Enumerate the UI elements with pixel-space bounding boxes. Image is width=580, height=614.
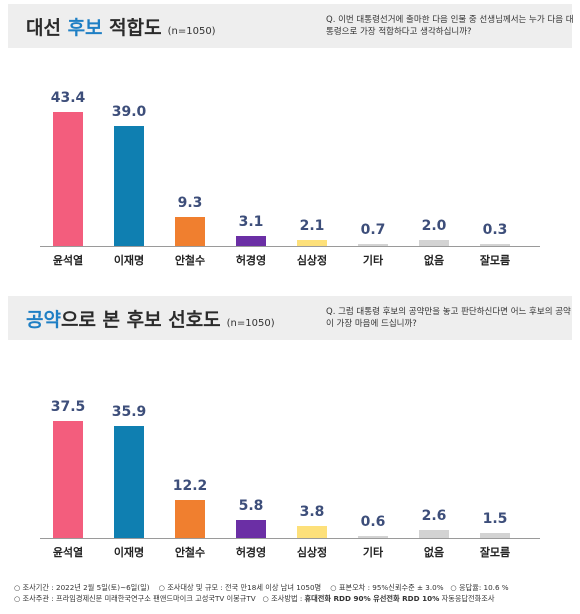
- survey-footnote: ○ 조사기간 : 2022년 2월 5일(토)~6일(일) ○ 조사대상 및 규…: [14, 582, 574, 604]
- section-header: 대선 후보 적합도 (n=1050) Q. 이번 대통령선거에 출마한 다음 인물…: [8, 4, 574, 48]
- value-label: 1.5: [482, 511, 508, 528]
- chart-baseline: [40, 538, 540, 539]
- bar-이재명: [114, 425, 144, 538]
- category-label: 심상정: [296, 254, 328, 267]
- value-label: 3.8: [299, 504, 325, 521]
- bar-chart-fitness: 43.4 윤석열 39.0 이재명 9.3 안철수 3.1 허경영 2.1 심상정 0.7 기타 2.0…: [40, 0, 540, 270]
- sample-size: (n=1050): [167, 26, 216, 37]
- category-label: 기타: [362, 254, 384, 267]
- value-label: 0.7: [360, 221, 386, 238]
- category-label: 잘모름: [479, 546, 511, 559]
- chart-baseline: [40, 246, 540, 247]
- bar-심상정: [297, 239, 327, 246]
- bar-잘모름: [480, 533, 510, 538]
- bar-없음: [419, 529, 449, 538]
- category-label: 이재명: [113, 254, 145, 267]
- bar-허경영: [236, 236, 266, 246]
- sample-size: (n=1050): [226, 318, 275, 329]
- footnote-line-1: ○ 조사기간 : 2022년 2월 5일(토)~6일(일) ○ 조사대상 및 규…: [14, 583, 509, 592]
- title-highlight: 후보: [67, 17, 103, 39]
- value-label: 39.0: [111, 103, 147, 120]
- category-label: 이재명: [113, 546, 145, 559]
- bar-안철수: [175, 499, 205, 538]
- bar-기타: [358, 243, 388, 246]
- bar-잘모름: [480, 244, 510, 246]
- value-label: 2.6: [421, 507, 447, 524]
- bar-심상정: [297, 526, 327, 538]
- value-label: 0.3: [482, 222, 508, 238]
- category-label: 윤석열: [52, 546, 84, 559]
- value-label: 2.1: [299, 217, 325, 234]
- category-label: 없음: [423, 254, 445, 267]
- category-label: 잘모름: [479, 254, 511, 267]
- footnote-line-2: ○ 조사주관 : 프라임경제신문 미래한국연구소 팬앤드마이크 고성국TV 이봉…: [14, 594, 495, 603]
- survey-question: Q. 이번 대통령선거에 출마한 다음 인물 중 선생님께서는 누가 다음 대통…: [326, 15, 574, 37]
- survey-question: Q. 그럼 대통령 후보의 공약만을 놓고 판단하신다면 어느 후보의 공약이 …: [326, 307, 571, 329]
- bar-없음: [419, 239, 449, 246]
- bar-윤석열: [53, 112, 83, 246]
- category-label: 안철수: [174, 546, 206, 559]
- value-label: 5.8: [238, 497, 264, 514]
- category-label: 허경영: [235, 546, 267, 559]
- value-label: 0.6: [360, 514, 386, 530]
- value-label: 37.5: [50, 399, 86, 415]
- category-label: 기타: [362, 546, 384, 559]
- category-label: 심상정: [296, 546, 328, 559]
- bar-안철수: [175, 217, 205, 246]
- category-label: 없음: [423, 546, 445, 559]
- value-label: 3.1: [238, 214, 264, 231]
- value-label: 43.4: [50, 90, 86, 106]
- category-label: 안철수: [174, 254, 206, 267]
- value-label: 12.2: [172, 477, 208, 494]
- bar-chart-pledge: 37.5 윤석열 35.9 이재명 12.2 안철수 5.8 허경영 3.8 심상정 0.6 기타 2.…: [40, 0, 540, 570]
- bar-이재명: [114, 125, 144, 246]
- title-highlight: 공약: [26, 309, 61, 331]
- category-label: 윤석열: [52, 254, 84, 267]
- section-title: 대선 후보 적합도 (n=1050): [26, 17, 216, 39]
- bar-허경영: [236, 519, 266, 538]
- section-header: 공약으로 본 후보 선호도 (n=1050) Q. 그럼 대통령 후보의 공약만을…: [8, 296, 572, 340]
- bar-윤석열: [53, 421, 83, 538]
- bar-기타: [358, 536, 388, 538]
- value-label: 2.0: [421, 217, 447, 234]
- section-title: 공약으로 본 후보 선호도 (n=1050): [26, 309, 275, 331]
- category-label: 허경영: [235, 254, 267, 267]
- value-label: 9.3: [177, 195, 203, 212]
- value-label: 35.9: [111, 403, 147, 420]
